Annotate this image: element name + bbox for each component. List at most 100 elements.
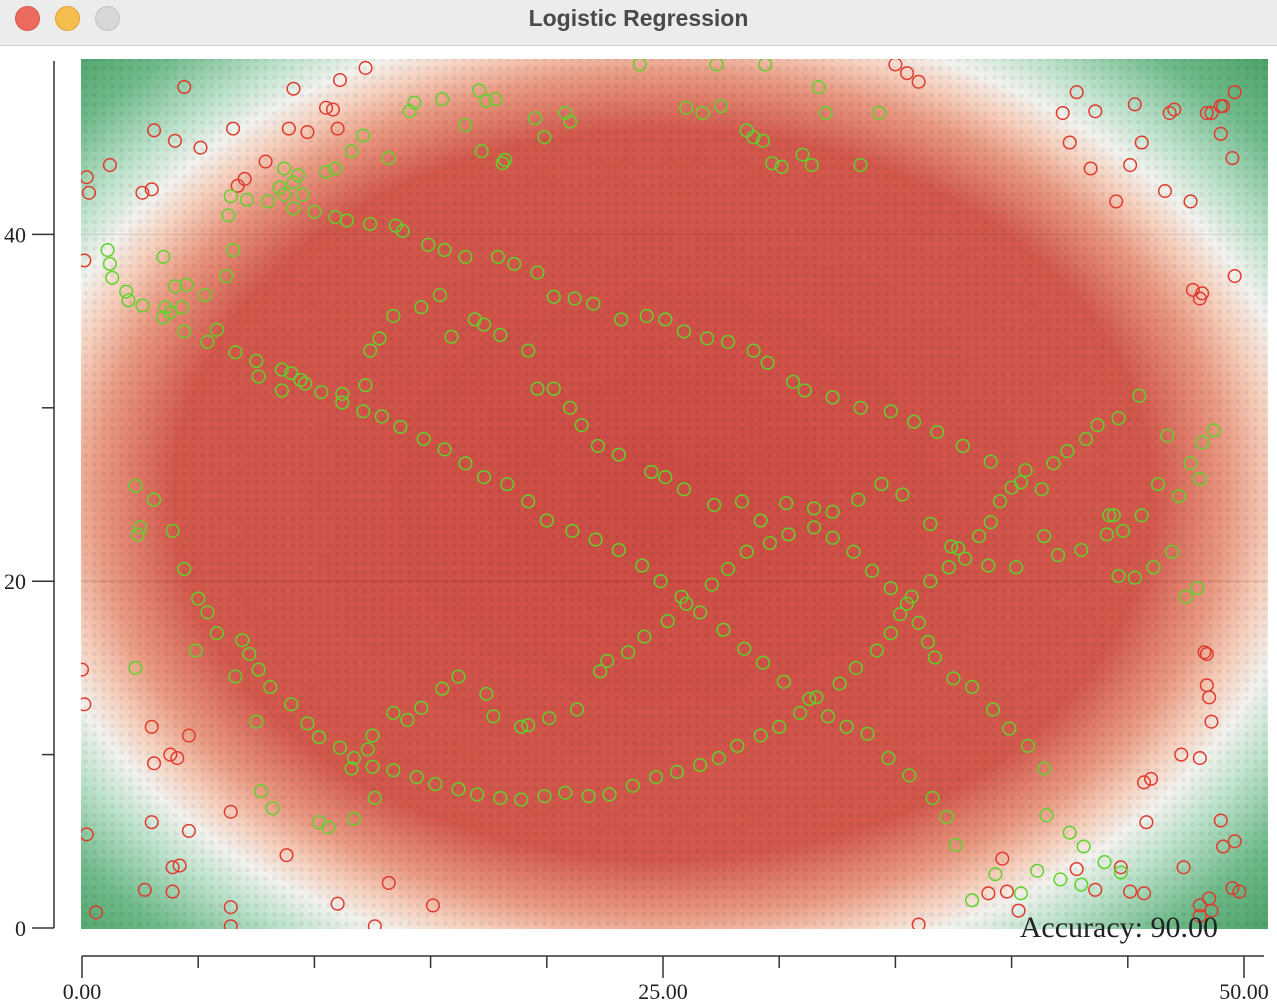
point-green [944, 539, 959, 554]
point-green [344, 144, 359, 159]
point-green [128, 660, 143, 675]
point-red [888, 59, 903, 72]
point-green [158, 300, 173, 315]
point-red [1123, 157, 1138, 173]
point-green [600, 653, 615, 669]
point-green [904, 589, 919, 604]
point-green [521, 718, 536, 733]
point-red [146, 756, 162, 771]
point-green [188, 643, 203, 658]
point-green [734, 494, 750, 509]
point-green [992, 494, 1008, 509]
point-green [437, 242, 452, 258]
point-red [1137, 775, 1152, 790]
point-green [500, 477, 515, 492]
point-green [679, 596, 694, 611]
point-green [648, 770, 664, 785]
point-green [581, 789, 596, 804]
point-green [1190, 581, 1205, 596]
point-green [223, 189, 238, 204]
point-red [1192, 751, 1207, 766]
point-red [1157, 184, 1173, 199]
point-green [774, 159, 789, 174]
point-green [872, 105, 887, 121]
point-green [753, 513, 768, 528]
point-red [1213, 813, 1228, 828]
point-green [530, 381, 545, 396]
point-green [955, 438, 970, 453]
point-green [593, 664, 608, 679]
point-green [1030, 863, 1045, 878]
point-red [367, 919, 382, 929]
minimize-button[interactable] [55, 6, 80, 31]
point-green [669, 764, 684, 779]
point-green [546, 381, 561, 396]
point-red [1197, 645, 1212, 660]
point-green [927, 650, 942, 665]
point-red [318, 100, 334, 115]
point-green [346, 811, 361, 826]
point-red [1185, 282, 1200, 297]
point-green [1164, 544, 1180, 559]
point-green [1183, 456, 1198, 471]
point-green [820, 709, 836, 724]
point-green [874, 477, 889, 492]
point-green [458, 249, 473, 264]
point-red [1127, 97, 1142, 112]
point-green [263, 679, 278, 695]
point-green [209, 626, 224, 641]
point-green [635, 558, 650, 573]
point-green [632, 59, 647, 72]
point-green [590, 438, 605, 453]
point-green [493, 790, 508, 806]
point-green [437, 442, 452, 457]
point-green [760, 355, 775, 370]
point-green [1037, 761, 1052, 776]
point-green [562, 400, 578, 415]
point-green [300, 716, 315, 731]
zoom-button[interactable] [95, 6, 120, 31]
point-red [88, 905, 103, 920]
point-green [119, 284, 134, 299]
close-button[interactable] [15, 6, 40, 31]
point-green [346, 751, 361, 766]
point-green [985, 702, 1001, 717]
point-green [807, 520, 822, 535]
point-green [356, 404, 371, 419]
point-green [809, 690, 824, 705]
point-green [786, 374, 801, 389]
point-green [286, 175, 301, 190]
point-green [807, 501, 822, 516]
point-green [1046, 456, 1061, 471]
point-green [277, 187, 292, 202]
point-green [165, 523, 180, 538]
point-green [133, 520, 148, 535]
point-red [1109, 194, 1124, 209]
point-red [1199, 105, 1214, 121]
point-green [758, 59, 773, 72]
point-green [400, 712, 415, 727]
point-green [293, 373, 308, 388]
point-red [911, 917, 926, 929]
point-green [746, 130, 761, 145]
point-green [356, 128, 371, 143]
point-green [530, 265, 545, 280]
point-green [198, 288, 213, 303]
point-green [939, 809, 954, 825]
point-green [514, 792, 529, 807]
point-red [1069, 85, 1084, 100]
point-green [1037, 529, 1052, 544]
point-green [1106, 508, 1121, 523]
point-red [1134, 135, 1149, 150]
point-green [277, 161, 292, 176]
point-red [144, 182, 159, 197]
point-green [321, 820, 336, 835]
point-green [221, 208, 236, 223]
point-green [1127, 570, 1142, 585]
point-green [721, 334, 736, 349]
point-red [170, 751, 185, 766]
grid-lines [81, 233, 1268, 582]
point-green [332, 740, 348, 755]
point-green [1002, 721, 1017, 736]
point-green [765, 156, 780, 171]
